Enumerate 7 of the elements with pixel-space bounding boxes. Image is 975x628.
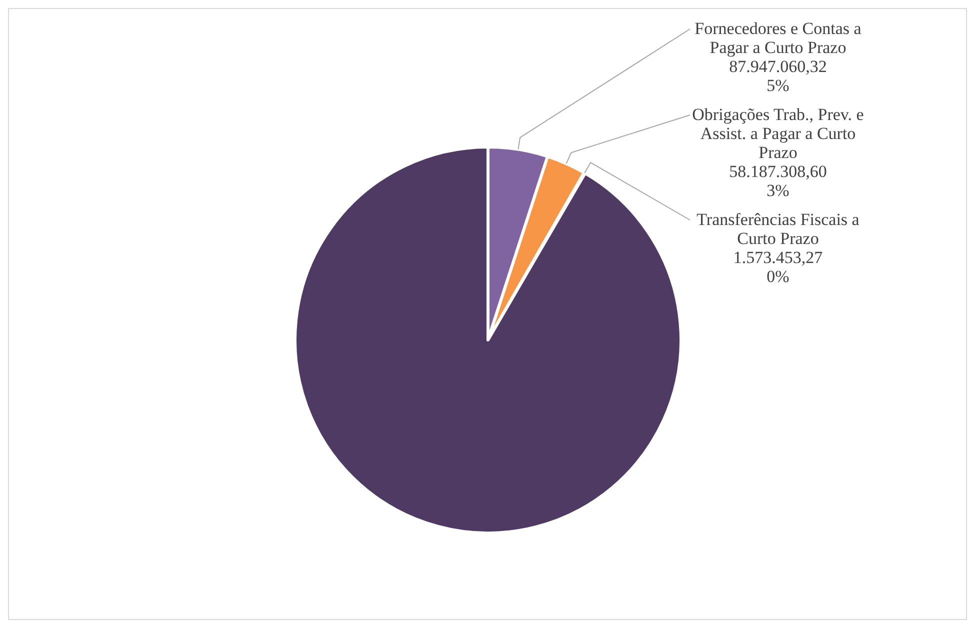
pie-slice — [294, 146, 682, 534]
slice-label: Obrigações Trab., Prev. e Assist. a Pagar a Curto Prazo — [692, 105, 864, 162]
slice-label: Transferências Fiscais a Curto Prazo — [696, 210, 860, 248]
data-label: 87.947.060,32 5% — [729, 57, 827, 95]
data-label: 1.573.453,27 0% — [733, 248, 824, 286]
data-label: 58.187.308,60 3% — [729, 162, 827, 200]
slice-label: Fornecedores e Contas a Pagar a Curto Prazo — [694, 19, 862, 57]
